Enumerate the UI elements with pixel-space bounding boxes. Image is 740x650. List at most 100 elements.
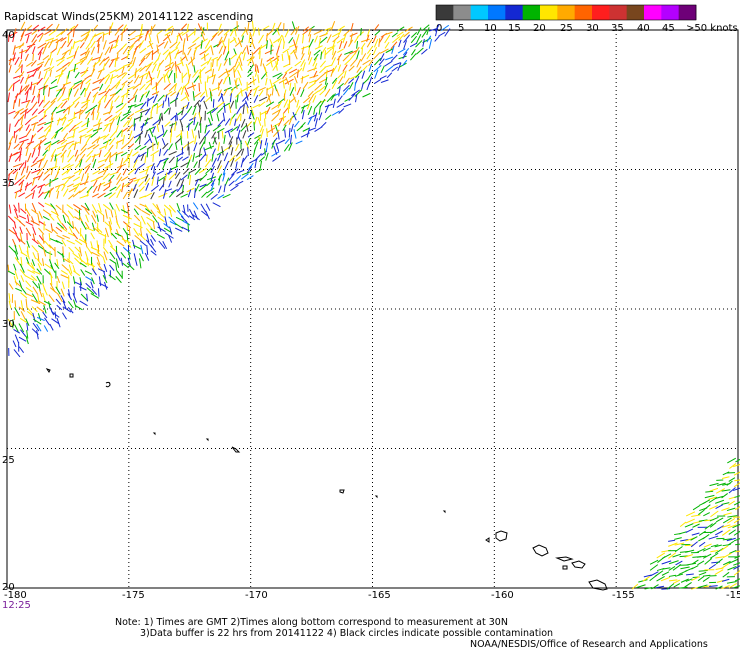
wind-barb — [120, 209, 129, 214]
wind-barb — [715, 585, 723, 590]
wind-barb — [288, 43, 298, 48]
wind-barb — [120, 157, 124, 167]
wind-barb — [55, 39, 59, 50]
wind-barb — [698, 570, 708, 572]
wind-barb — [14, 233, 21, 243]
wind-barb — [8, 229, 16, 235]
wind-barb — [14, 257, 21, 266]
wind-barb — [8, 142, 12, 150]
wind-barb — [685, 573, 694, 576]
wind-barb — [121, 32, 123, 42]
wind-barb — [20, 256, 23, 266]
wind-barb — [661, 588, 671, 590]
wind-barb — [38, 289, 43, 298]
wind-barb — [705, 490, 714, 493]
wind-barb — [79, 58, 86, 65]
wind-barb — [728, 487, 736, 494]
wind-barb — [257, 117, 262, 126]
wind-barb — [703, 512, 710, 517]
wind-barb — [275, 88, 280, 97]
wind-barb — [319, 60, 326, 68]
wind-barb — [162, 100, 165, 109]
longitude-tick-label: -155 — [612, 590, 635, 601]
wind-barb — [20, 49, 23, 60]
wind-barb — [145, 52, 151, 60]
wind-barb — [44, 58, 50, 67]
wind-barb — [205, 210, 210, 220]
wind-barb — [126, 179, 134, 188]
wind-barb — [127, 257, 131, 267]
wind-barb — [139, 240, 147, 247]
wind-barb — [18, 336, 27, 342]
wind-barb — [258, 101, 266, 108]
wind-barb — [8, 64, 12, 73]
wind-barb — [247, 21, 250, 32]
wind-barb — [249, 31, 254, 42]
wind-barb — [272, 78, 282, 85]
wind-barb — [18, 323, 25, 333]
wind-barb — [42, 258, 45, 267]
wind-barb — [169, 58, 172, 68]
wind-barb — [253, 121, 256, 131]
wind-barb — [48, 142, 52, 152]
wind-barb — [348, 93, 356, 102]
wind-barb — [294, 83, 297, 92]
wind-barb — [331, 110, 340, 116]
wind-barb — [96, 103, 101, 113]
wind-barb — [30, 220, 40, 226]
wind-barb — [186, 23, 189, 32]
wind-barb — [111, 232, 118, 240]
wind-barb — [221, 146, 224, 156]
wind-barb — [84, 270, 93, 275]
wind-barb — [150, 162, 155, 170]
wind-barb — [103, 150, 110, 158]
wind-barb — [72, 40, 76, 50]
wind-barb — [38, 202, 45, 208]
wind-barb — [175, 157, 179, 167]
wind-barb — [217, 165, 223, 174]
wind-barb — [121, 182, 129, 188]
wind-barb — [156, 62, 161, 72]
wind-barb — [56, 139, 66, 144]
wind-barb — [188, 215, 196, 221]
wind-barb — [234, 79, 238, 90]
wind-barb — [636, 584, 646, 589]
wind-barb — [411, 49, 416, 56]
wind-barb — [180, 130, 183, 139]
wind-barb — [168, 70, 173, 79]
wind-barb — [331, 79, 338, 90]
latitude-tick-label: 25 — [2, 455, 15, 466]
wind-barb — [374, 30, 381, 36]
wind-barb — [180, 57, 184, 67]
wind-barb — [222, 168, 226, 176]
wind-barb — [690, 536, 698, 541]
wind-barb — [98, 276, 102, 287]
wind-barb — [217, 29, 224, 37]
wind-barb — [132, 50, 136, 60]
wind-barb — [231, 168, 239, 176]
wind-barb — [38, 300, 46, 306]
wind-barb — [140, 55, 146, 62]
wind-barb — [253, 116, 258, 125]
wind-barb — [331, 57, 336, 66]
wind-barb — [672, 564, 682, 571]
wind-barb — [290, 123, 294, 132]
wind-barb — [84, 239, 88, 248]
wind-barb — [145, 63, 152, 72]
wind-barb — [308, 34, 312, 43]
wind-barb — [182, 220, 191, 226]
wind-barb — [73, 63, 77, 73]
wind-barb — [30, 60, 37, 67]
wind-barb — [200, 27, 205, 37]
wind-barb — [169, 41, 178, 49]
wind-barb — [251, 51, 254, 60]
wind-barb — [732, 523, 740, 529]
wind-barb — [203, 53, 206, 61]
wind-barb — [91, 214, 97, 224]
wind-barb — [672, 553, 682, 558]
wind-barb — [67, 58, 74, 67]
wind-barb — [56, 304, 63, 311]
wind-barb — [122, 246, 132, 255]
wind-barb — [223, 145, 233, 152]
wind-barb — [80, 173, 85, 182]
